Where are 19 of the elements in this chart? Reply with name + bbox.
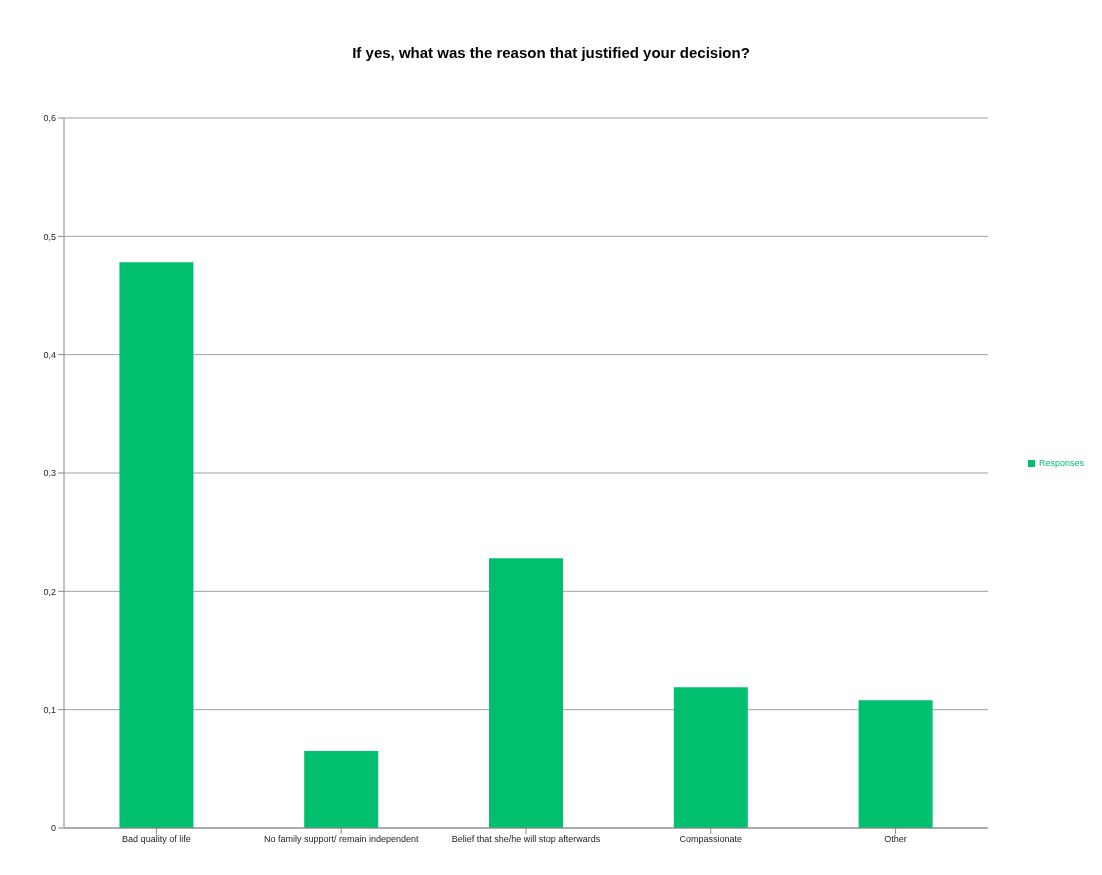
x-tick-label: Compassionate	[679, 834, 743, 845]
bar	[119, 262, 194, 828]
chart-title: If yes, what was the reason that justified your decision?	[351, 43, 751, 63]
x-tick-label: No family support/ remain independent	[263, 834, 419, 845]
y-tick-label: 0,6	[43, 113, 56, 124]
bar	[489, 558, 564, 828]
bar	[858, 700, 933, 828]
legend-label: Responses	[1038, 458, 1084, 468]
y-tick-label: 0,3	[43, 468, 56, 479]
y-tick-label: 0,2	[43, 586, 56, 597]
y-tick-label: 0,1	[43, 704, 56, 715]
y-tick-label: 0	[50, 823, 56, 834]
bar	[304, 751, 379, 828]
x-tick-label: Belief that she/he will stop afterwards	[451, 834, 601, 845]
x-tick-label: Bad quality of life	[122, 834, 191, 845]
x-tick-label: Other	[884, 834, 907, 845]
y-tick-label: 0,5	[43, 231, 56, 242]
bar	[673, 687, 748, 828]
y-tick-label: 0,4	[43, 349, 56, 360]
